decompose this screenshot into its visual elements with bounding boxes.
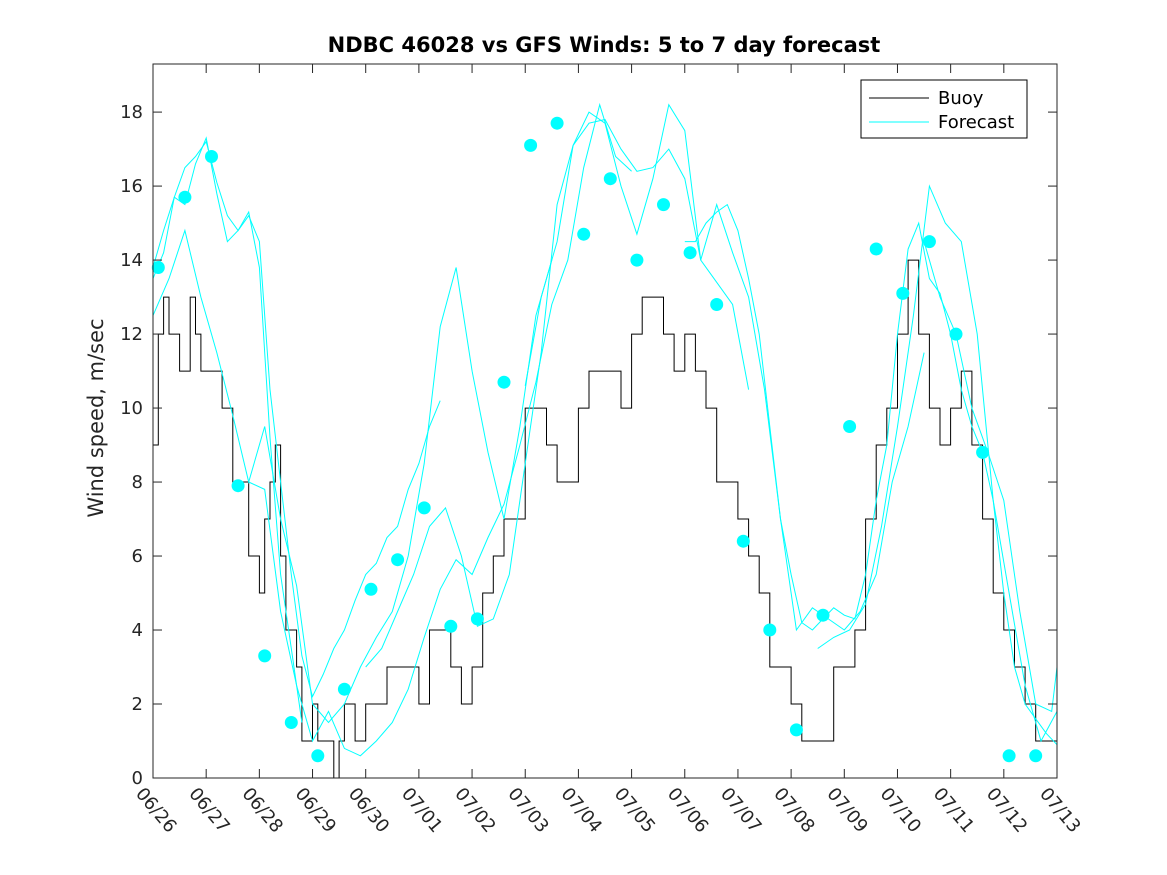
forecast-marker <box>311 749 325 763</box>
forecast-run-line-8 <box>817 184 1058 743</box>
forecast-marker <box>630 253 644 267</box>
forecast-marker <box>1002 749 1016 763</box>
forecast-marker <box>417 501 431 515</box>
y-tick-label: 18 <box>120 102 143 123</box>
y-tick-label: 4 <box>132 620 143 641</box>
y-tick-label: 10 <box>120 398 143 419</box>
forecast-marker <box>789 723 803 737</box>
forecast-marker <box>364 582 378 596</box>
forecast-marker <box>524 138 538 152</box>
forecast-marker <box>151 261 165 274</box>
forecast-run-line-9 <box>923 241 1058 713</box>
forecast-marker <box>843 420 857 433</box>
forecast-marker <box>736 534 750 548</box>
forecast-marker <box>603 172 617 186</box>
plot-background <box>153 64 1057 778</box>
forecast-run-line-4 <box>248 102 632 757</box>
forecast-marker <box>231 479 245 493</box>
forecast-marker <box>710 298 724 311</box>
forecast-marker <box>497 375 511 389</box>
forecast-marker <box>470 612 484 626</box>
chart-title: NDBC 46028 vs GFS Winds: 5 to 7 day fore… <box>328 33 881 57</box>
forecast-marker <box>550 116 564 130</box>
legend-forecast-label: Forecast <box>938 112 1014 133</box>
forecast-marker <box>577 227 591 241</box>
legend-buoy-label: Buoy <box>938 88 984 109</box>
y-axis-label: Wind speed, m/sec <box>84 318 108 517</box>
y-tick-label: 14 <box>120 250 143 271</box>
forecast-run-line-7 <box>684 203 1058 746</box>
forecast-marker <box>391 553 405 567</box>
y-tick-label: 16 <box>120 176 143 197</box>
y-tick-label: 6 <box>132 546 143 567</box>
forecast-marker <box>444 619 458 633</box>
forecast-run-line-3 <box>152 228 553 724</box>
forecast-marker <box>949 327 963 341</box>
forecast-marker <box>922 235 936 249</box>
forecast-run-line-5 <box>365 118 750 668</box>
forecast-run-line-2 <box>152 140 441 699</box>
forecast-marker <box>258 649 272 663</box>
forecast-marker <box>337 682 351 696</box>
forecast-marker <box>178 190 192 204</box>
forecast-run-line-6 <box>524 103 925 632</box>
forecast-marker <box>1029 749 1043 763</box>
forecast-marker <box>976 445 990 459</box>
y-tick-label: 2 <box>132 694 143 715</box>
legend-box <box>860 79 1028 139</box>
forecast-marker <box>816 608 830 622</box>
forecast-marker <box>896 286 910 300</box>
y-tick-label: 12 <box>120 324 143 345</box>
legend: Buoy Forecast <box>860 79 1028 139</box>
y-tick-label: 8 <box>132 472 143 493</box>
axes-box <box>152 63 1058 779</box>
forecast-run-line-1 <box>152 136 303 723</box>
y-tick-label: 0 <box>132 768 143 789</box>
forecast-marker <box>205 150 218 163</box>
forecast-marker <box>763 623 777 637</box>
forecast-marker <box>657 198 670 212</box>
forecast-marker <box>683 246 697 260</box>
series-layer <box>151 102 1058 779</box>
forecast-marker <box>284 716 298 729</box>
forecast-marker <box>869 242 883 256</box>
